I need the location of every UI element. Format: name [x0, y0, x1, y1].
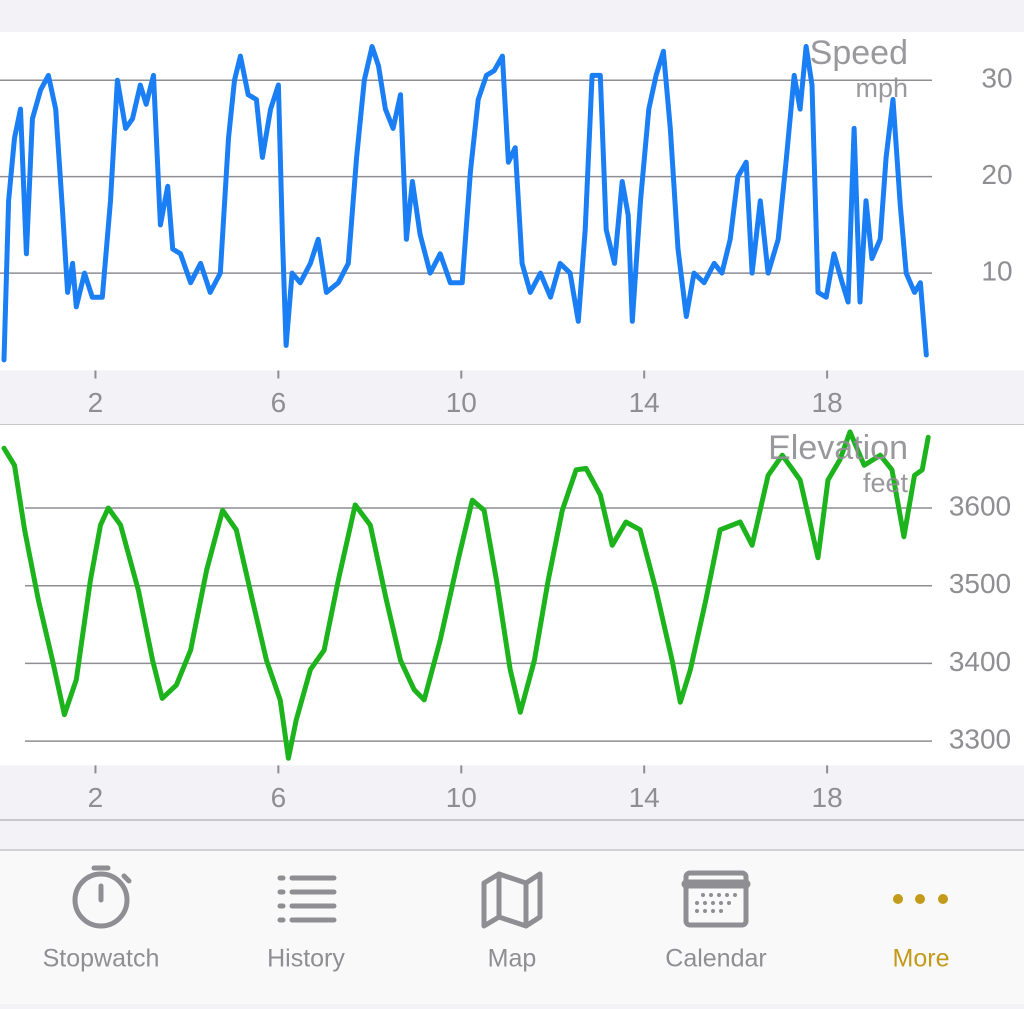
x-tick-label: 2 [88, 387, 104, 418]
x-tick-label: 2 [88, 782, 104, 813]
y-tick-label: 3500 [949, 568, 1011, 599]
unit-label: mph [855, 73, 908, 103]
unit-label: feet [863, 468, 909, 498]
x-tick-label: 6 [271, 387, 287, 418]
y-tick-label: 20 [981, 159, 1012, 190]
tab-label[interactable]: Map [488, 945, 537, 973]
x-tick-label: 14 [629, 387, 660, 418]
x-axis-band [0, 370, 1024, 425]
y-tick-label: 3300 [949, 723, 1011, 754]
tab-bar [0, 850, 1024, 1004]
chart-title: Speed [810, 34, 908, 72]
tab-labels: Stopwatch History Map Calendar More [43, 945, 950, 973]
calendar-dots [695, 893, 737, 913]
x-tick-label: 10 [446, 387, 477, 418]
x-axis-band [0, 765, 1024, 820]
tab-label[interactable]: Calendar [665, 945, 766, 973]
x-tick-label: 14 [629, 782, 660, 813]
tab-label[interactable]: More [893, 945, 950, 973]
y-tick-label: 30 [981, 63, 1012, 94]
tab-label[interactable]: History [267, 945, 345, 973]
chart-title: Elevation [768, 429, 908, 467]
plot-area [0, 425, 1024, 766]
more-icon[interactable] [893, 894, 948, 904]
x-tick-label: 6 [271, 782, 287, 813]
history-icon[interactable] [277, 875, 337, 923]
stopwatch-icon[interactable] [72, 865, 132, 929]
tab-label[interactable]: Stopwatch [43, 945, 160, 973]
y-tick-label: 10 [981, 255, 1012, 286]
map-icon[interactable] [481, 871, 543, 929]
data-line [1, 429, 931, 761]
x-tick-label: 18 [812, 782, 843, 813]
data-line [1, 44, 929, 363]
x-tick-label: 18 [812, 387, 843, 418]
calendar-icon[interactable] [681, 870, 751, 928]
x-tick-label: 10 [446, 782, 477, 813]
top-band [0, 0, 1024, 32]
y-tick-label: 3400 [949, 646, 1011, 677]
y-tick-label: 3600 [949, 490, 1011, 521]
